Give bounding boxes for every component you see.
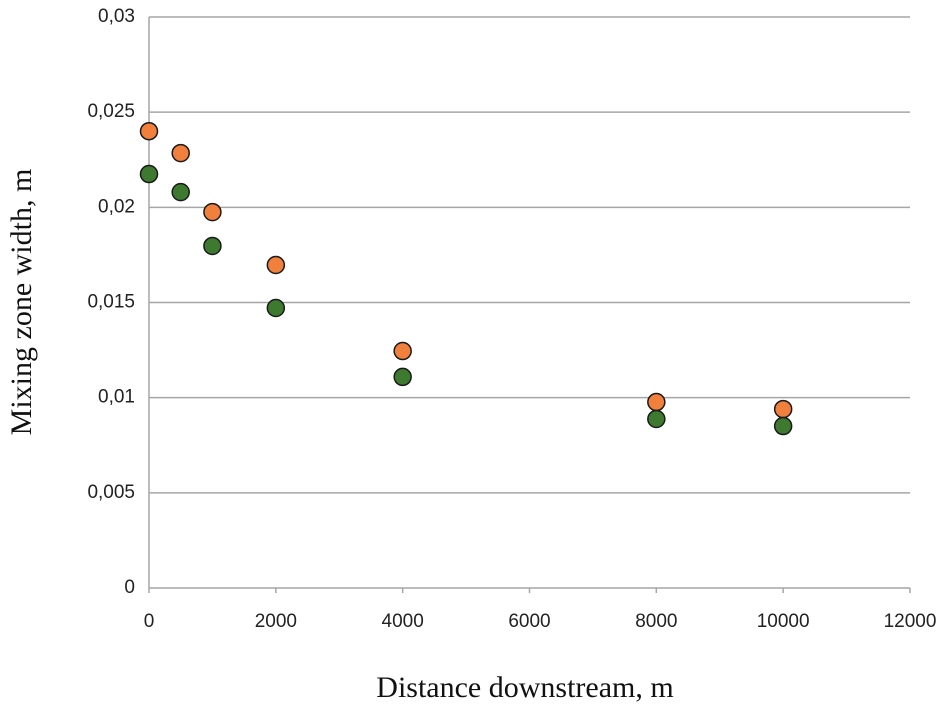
data-point <box>393 341 412 361</box>
data-point <box>393 367 412 387</box>
y-tick-label: 0,02 <box>98 196 135 217</box>
data-point <box>773 416 793 436</box>
y-tick-label: 0 <box>124 577 135 598</box>
x-tick-label: 4000 <box>382 611 424 632</box>
y-tick-label: 0,015 <box>87 292 135 313</box>
data-point <box>139 164 159 184</box>
data-point <box>171 182 190 202</box>
x-tick-label: 10000 <box>757 611 810 632</box>
x-tick-label: 0 <box>144 611 155 632</box>
data-point <box>647 392 666 412</box>
y-tick-label: 0,01 <box>98 387 135 408</box>
y-tick-label: 0,025 <box>87 101 135 122</box>
x-tick-label: 2000 <box>255 611 297 632</box>
data-point <box>266 298 286 318</box>
data-point <box>647 409 666 429</box>
y-axis-title: Mixing zone width, m <box>5 169 38 436</box>
data-point <box>773 399 793 419</box>
data-point <box>266 255 286 275</box>
data-point <box>139 121 159 141</box>
data-point <box>203 202 222 222</box>
y-tick-label: 0,005 <box>87 482 135 503</box>
x-axis-title: Distance downstream, m <box>376 671 673 704</box>
data-point <box>171 143 190 163</box>
x-tick-label: 6000 <box>508 611 550 632</box>
x-tick-label: 12000 <box>884 611 937 632</box>
data-point <box>203 236 222 256</box>
y-tick-label: 0,03 <box>98 6 135 27</box>
x-tick-label: 8000 <box>635 611 677 632</box>
